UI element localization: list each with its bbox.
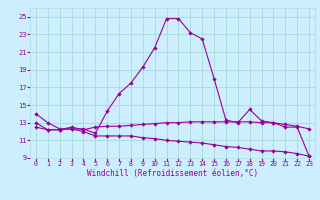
X-axis label: Windchill (Refroidissement éolien,°C): Windchill (Refroidissement éolien,°C) (87, 169, 258, 178)
